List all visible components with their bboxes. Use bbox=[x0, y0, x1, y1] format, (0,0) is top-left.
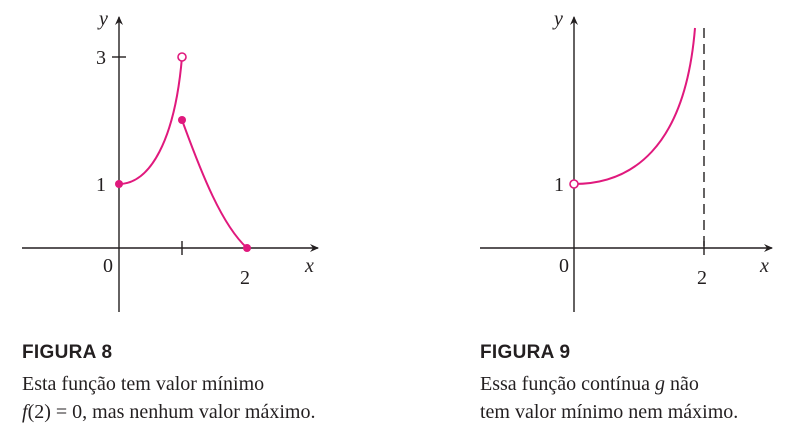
caption-text: (2) = 0, mas nenhum valor máximo. bbox=[27, 401, 316, 423]
figure-9-title: FIGURA 9 bbox=[480, 342, 571, 363]
caption-text-post: não bbox=[664, 373, 699, 395]
figure-8: y x 3 1 0 2 FIGURA 8 Esta função tem val… bbox=[0, 0, 400, 439]
caption-text-pre: Essa função contínua bbox=[480, 373, 655, 395]
curve-segment-right bbox=[181, 119, 248, 249]
closed-point-1-2 bbox=[178, 116, 186, 124]
figure-9: y x 1 0 2 FIGURA 9 Essa função contínua … bbox=[440, 0, 802, 439]
function-name-f: f bbox=[22, 401, 28, 423]
closed-point-0-1 bbox=[115, 180, 123, 188]
x-tick-label-2: 2 bbox=[240, 267, 250, 289]
curve-segment-left bbox=[118, 56, 183, 185]
figure-8-caption-line-1: Esta função tem valor mínimo bbox=[22, 373, 265, 395]
figure-9-caption-line-1: Essa função contínua g não bbox=[480, 373, 699, 396]
x-tick-label-2: 2 bbox=[697, 267, 707, 289]
y-tick-label-3: 3 bbox=[96, 47, 106, 69]
x-axis-label: x bbox=[759, 255, 769, 277]
figure-9-caption-line-2: tem valor mínimo nem máximo. bbox=[480, 401, 739, 423]
function-name-g: g bbox=[654, 373, 665, 395]
x-axis-label: x bbox=[304, 255, 314, 277]
curve-g bbox=[573, 27, 696, 185]
figure-8-graph: y x 3 1 0 2 bbox=[22, 8, 319, 312]
open-point-0-1 bbox=[569, 179, 579, 189]
figure-8-title: FIGURA 8 bbox=[22, 342, 113, 363]
y-tick-label-1: 1 bbox=[554, 174, 564, 196]
origin-label: 0 bbox=[103, 255, 113, 277]
figure-9-graph: y x 1 0 2 bbox=[480, 8, 773, 312]
open-point-1-3 bbox=[177, 52, 187, 62]
y-axis-label: y bbox=[97, 8, 108, 30]
figure-8-caption-line-2: f(2) = 0, mas nenhum valor máximo. bbox=[22, 401, 315, 424]
closed-point-2-0 bbox=[243, 244, 251, 252]
y-axis-label: y bbox=[552, 8, 563, 30]
y-tick-label-1: 1 bbox=[96, 174, 106, 196]
origin-label: 0 bbox=[559, 255, 569, 277]
